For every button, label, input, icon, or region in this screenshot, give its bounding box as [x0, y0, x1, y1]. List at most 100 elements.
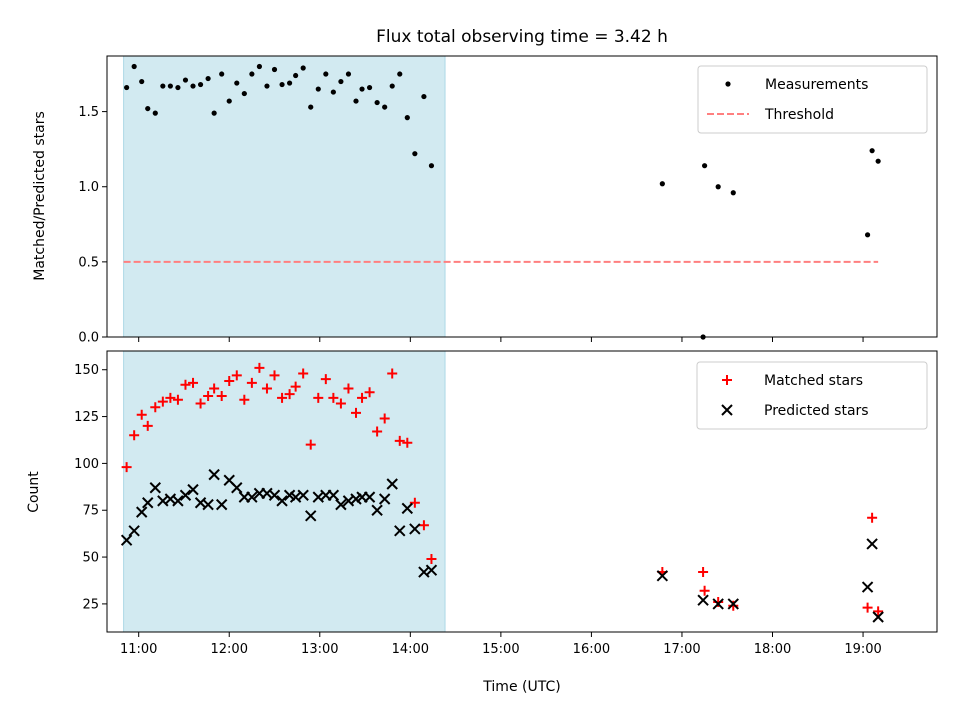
data-point [372, 426, 383, 437]
data-point [713, 597, 724, 608]
data-point [389, 83, 395, 89]
data-point [149, 482, 161, 494]
data-point [715, 184, 721, 190]
data-point [401, 502, 414, 515]
data-point [323, 71, 329, 77]
y-tick-label: 100 [74, 457, 99, 472]
data-point [287, 80, 293, 86]
data-point [187, 483, 199, 496]
data-point [202, 498, 214, 511]
data-point [215, 498, 228, 511]
x-tick-label: 11:00 [120, 642, 157, 657]
data-point [315, 86, 321, 92]
axes-frame [106, 55, 938, 338]
data-point [128, 525, 140, 537]
data-point [121, 462, 132, 473]
legend-label: Matched stars [764, 373, 863, 389]
data-point [293, 72, 299, 79]
data-point [234, 80, 240, 86]
data-point [131, 63, 137, 70]
top-y-axis-label: Matched/Predicted stars [32, 111, 48, 281]
data-point [277, 392, 288, 403]
data-point [256, 63, 263, 70]
chart-title: Flux total observing time = 3.42 h [376, 27, 668, 47]
data-point [226, 98, 232, 104]
observing-interval-shade [123, 55, 446, 338]
data-point [869, 148, 875, 154]
data-point [397, 71, 403, 77]
data-point [172, 495, 184, 507]
data-point [335, 398, 346, 409]
data-point [371, 504, 383, 516]
data-point [182, 77, 189, 83]
data-point [374, 99, 380, 106]
observing-interval-shade [123, 350, 446, 633]
data-point [254, 362, 265, 373]
data-point [730, 190, 736, 196]
x-axis-label: Time (UTC) [482, 679, 560, 695]
data-point [330, 89, 336, 95]
data-point [861, 581, 874, 593]
data-point [195, 398, 206, 409]
x-tick-label: 18:00 [754, 642, 791, 657]
y-tick-label: 25 [82, 597, 99, 612]
data-point [697, 594, 709, 606]
data-point [308, 104, 314, 110]
data-point [145, 105, 151, 112]
data-point [120, 534, 133, 546]
data-point [246, 377, 257, 388]
data-point [224, 375, 235, 386]
data-point [284, 389, 295, 400]
data-point [150, 402, 161, 413]
data-point [320, 374, 331, 385]
legend-box [696, 361, 928, 430]
data-point [188, 377, 199, 388]
data-point [249, 71, 255, 77]
data-point [203, 390, 214, 401]
data-point [351, 407, 361, 418]
data-point [142, 497, 154, 509]
data-point [366, 84, 373, 91]
data-point [426, 553, 437, 564]
data-point [160, 83, 166, 89]
data-point [421, 93, 427, 100]
data-point [862, 602, 873, 613]
data-point [728, 600, 739, 611]
data-point [394, 525, 406, 537]
data-point [702, 163, 708, 169]
x-tick-label: 12:00 [211, 642, 248, 657]
data-point [167, 83, 173, 89]
data-point [276, 495, 288, 507]
data-point [261, 383, 272, 394]
y-tick-label: 0.5 [78, 255, 99, 270]
data-point [241, 90, 247, 97]
data-point [698, 567, 709, 578]
data-point [231, 370, 242, 381]
panel-counts: 25 50 75 100 125 150 11:00 12:00 13:00 14:00 15:00… [74, 350, 938, 657]
series-measurements [124, 63, 881, 340]
data-point [727, 598, 739, 610]
data-point [175, 84, 181, 91]
data-point [297, 489, 309, 501]
data-point [425, 564, 438, 576]
legend-box [697, 65, 928, 134]
x-tick-label: 14:00 [392, 642, 429, 657]
data-point [279, 81, 285, 88]
data-point [172, 394, 183, 405]
data-point [268, 489, 281, 501]
data-point [142, 420, 153, 431]
data-point [300, 65, 306, 71]
data-point [165, 392, 176, 403]
data-point [394, 435, 405, 446]
y-tick-label: 0.0 [78, 331, 99, 346]
data-point [208, 468, 220, 481]
y-tick-label: 150 [74, 363, 99, 378]
legend-marker [722, 375, 732, 385]
legend: Measurements Threshold [697, 65, 928, 134]
data-point [231, 482, 243, 494]
data-point [269, 370, 280, 381]
legend-label: Measurements [765, 77, 868, 93]
data-point [412, 151, 418, 157]
data-point [136, 409, 147, 420]
